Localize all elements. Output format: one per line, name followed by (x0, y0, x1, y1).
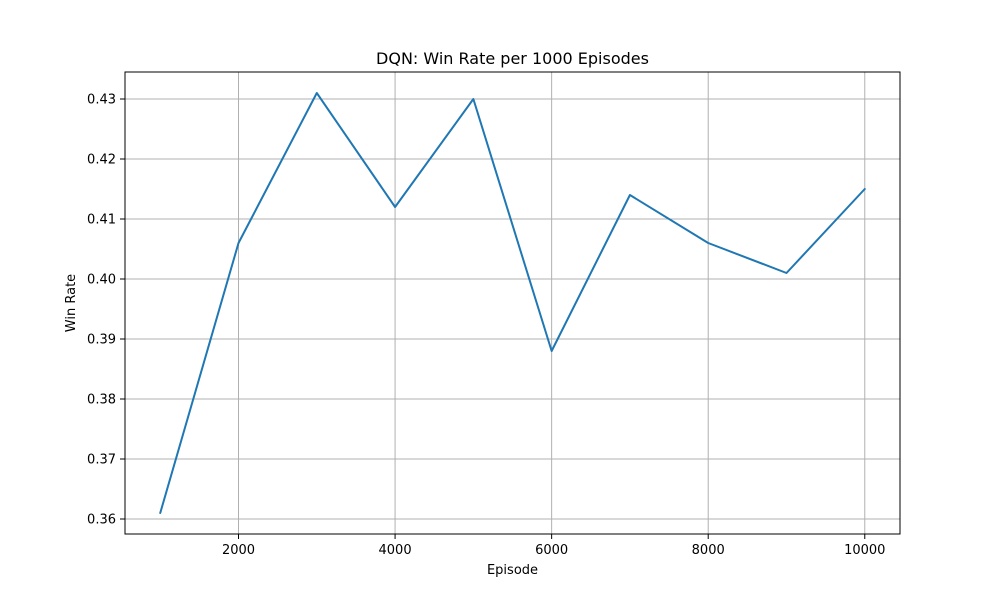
y-axis-ticks: 0.36 0.37 0.38 0.39 0.40 0.41 0.42 0.43 (87, 93, 125, 528)
x-tick-label: 8000 (692, 543, 725, 558)
y-axis-label: Win Rate (64, 274, 79, 332)
x-tick-label: 6000 (535, 543, 568, 558)
x-tick-label: 10000 (844, 543, 885, 558)
y-tick-label: 0.39 (87, 333, 116, 348)
y-tick-label: 0.42 (87, 153, 116, 168)
y-tick-label: 0.40 (87, 273, 116, 288)
y-tick-label: 0.36 (87, 513, 116, 528)
y-tick-label: 0.41 (87, 213, 116, 228)
chart-title: DQN: Win Rate per 1000 Episodes (376, 49, 649, 68)
x-tick-label: 2000 (222, 543, 255, 558)
x-axis-label: Episode (487, 563, 538, 578)
series-layer (159, 92, 866, 514)
y-tick-label: 0.43 (87, 93, 116, 108)
y-tick-label: 0.38 (87, 393, 116, 408)
x-axis-ticks: 2000 4000 6000 8000 10000 (222, 534, 885, 558)
gridlines (125, 72, 900, 534)
x-tick-label: 4000 (379, 543, 412, 558)
y-tick-label: 0.37 (87, 453, 116, 468)
series-line (159, 92, 866, 514)
plot-frame (124, 71, 901, 535)
